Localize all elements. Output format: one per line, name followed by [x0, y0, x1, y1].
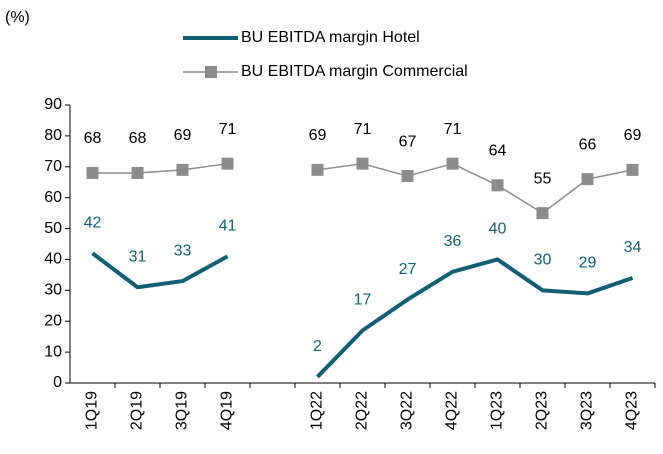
legend-marker — [205, 66, 217, 78]
data-label: 71 — [444, 121, 462, 138]
series-line — [91, 251, 634, 379]
point-marker — [446, 157, 459, 170]
data-label: 36 — [444, 233, 462, 250]
data-label: 68 — [129, 130, 147, 147]
x-tick-label: 2Q23 — [534, 391, 551, 430]
legend-label: BU EBITDA margin Hotel — [241, 29, 420, 46]
x-tick-label: 1Q23 — [489, 391, 506, 430]
y-tick-label: 50 — [44, 220, 62, 237]
x-tick-label: 4Q23 — [624, 391, 641, 430]
x-tick-label: 4Q19 — [219, 391, 236, 430]
y-tick-label: 20 — [44, 312, 62, 329]
point-marker — [401, 170, 414, 183]
point-marker — [221, 157, 234, 170]
data-label: 34 — [624, 239, 642, 256]
point-marker — [356, 157, 369, 170]
x-tick-label: 3Q22 — [399, 391, 416, 430]
x-tick-label: 2Q19 — [129, 391, 146, 430]
data-label: 69 — [174, 127, 192, 144]
data-label: 27 — [399, 261, 417, 278]
y-tick-label: 60 — [44, 189, 62, 206]
point-marker — [536, 207, 549, 220]
x-tick-label: 2Q22 — [354, 391, 371, 430]
data-label: 17 — [354, 292, 372, 309]
data-label: 71 — [219, 121, 237, 138]
x-tick-label: 3Q19 — [174, 391, 191, 430]
data-label: 42 — [84, 214, 102, 231]
y-tick-label: 30 — [44, 282, 62, 299]
y-tick-label: 90 — [44, 96, 62, 113]
y-tick-label: 40 — [44, 251, 62, 268]
y-axis-label: (%) — [5, 9, 30, 26]
data-label: 68 — [84, 130, 102, 147]
data-label: 67 — [399, 133, 417, 150]
point-marker — [491, 179, 504, 192]
x-tick-label: 1Q22 — [309, 391, 326, 430]
x-tick-label: 1Q19 — [84, 391, 101, 430]
point-marker — [176, 163, 189, 176]
point-marker — [626, 163, 639, 176]
data-label: 41 — [219, 218, 237, 235]
data-label: 2 — [313, 338, 322, 355]
x-tick-label: 3Q23 — [579, 391, 596, 430]
data-label: 69 — [309, 127, 327, 144]
legend-label: BU EBITDA margin Commercial — [241, 63, 468, 80]
point-marker — [311, 163, 324, 176]
data-label: 31 — [129, 248, 147, 265]
x-tick-label: 4Q22 — [444, 391, 461, 430]
data-label: 33 — [174, 242, 192, 259]
data-label: 66 — [579, 136, 597, 153]
y-tick-label: 70 — [44, 158, 62, 175]
data-label: 40 — [489, 221, 507, 238]
data-label: 29 — [579, 255, 597, 272]
y-tick-label: 80 — [44, 127, 62, 144]
y-tick-label: 0 — [53, 374, 62, 391]
series-line — [92, 162, 633, 214]
data-label: 30 — [534, 252, 552, 269]
data-label: 55 — [534, 170, 552, 187]
data-label: 64 — [489, 143, 507, 160]
point-marker — [581, 173, 594, 186]
y-tick-label: 10 — [44, 343, 62, 360]
data-label: 71 — [354, 121, 372, 138]
point-marker — [131, 166, 144, 179]
data-label: 69 — [624, 127, 642, 144]
point-marker — [86, 166, 99, 179]
